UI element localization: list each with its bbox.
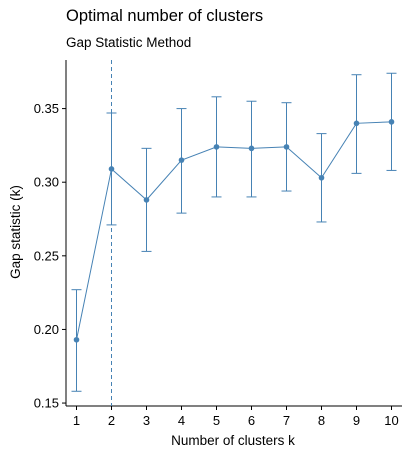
x-tick-label: 3 <box>143 413 150 428</box>
x-tick-label: 5 <box>213 413 220 428</box>
x-tick-label: 4 <box>178 413 185 428</box>
axes: 0.15 0.20 0.25 0.30 0.35 1 2 3 4 5 6 7 8 9 10 <box>34 60 402 428</box>
data-point <box>178 157 185 163</box>
chart-marks <box>71 60 397 406</box>
x-tick-label: 10 <box>384 413 398 428</box>
y-tick-label: 0.20 <box>34 322 59 337</box>
x-tick-label: 8 <box>318 413 325 428</box>
series-line <box>76 121 392 340</box>
data-point <box>73 336 80 343</box>
data-point <box>318 174 325 181</box>
data-point <box>108 166 115 172</box>
data-point <box>283 144 290 150</box>
y-tick-label: 0.25 <box>34 248 59 263</box>
x-tick-label: 1 <box>73 413 80 428</box>
chart-subtitle: Gap Statistic Method <box>66 35 192 50</box>
y-tick-label: 0.15 <box>34 396 59 411</box>
data-point <box>388 119 395 125</box>
data-point <box>143 197 150 203</box>
y-tick-label: 0.30 <box>34 175 59 190</box>
x-tick-label: 7 <box>283 413 290 428</box>
x-tick-label: 2 <box>108 413 115 428</box>
x-axis-title: Number of clusters k <box>171 433 295 448</box>
x-tick-label: 9 <box>353 413 360 428</box>
data-point <box>353 120 360 127</box>
x-tick-label: 6 <box>248 413 255 428</box>
chart-title: Optimal number of clusters <box>66 7 264 25</box>
data-point <box>248 145 255 152</box>
y-tick-label: 0.35 <box>34 101 59 116</box>
y-axis-title: Gap statistic (k) <box>8 185 23 279</box>
data-point <box>213 144 220 150</box>
